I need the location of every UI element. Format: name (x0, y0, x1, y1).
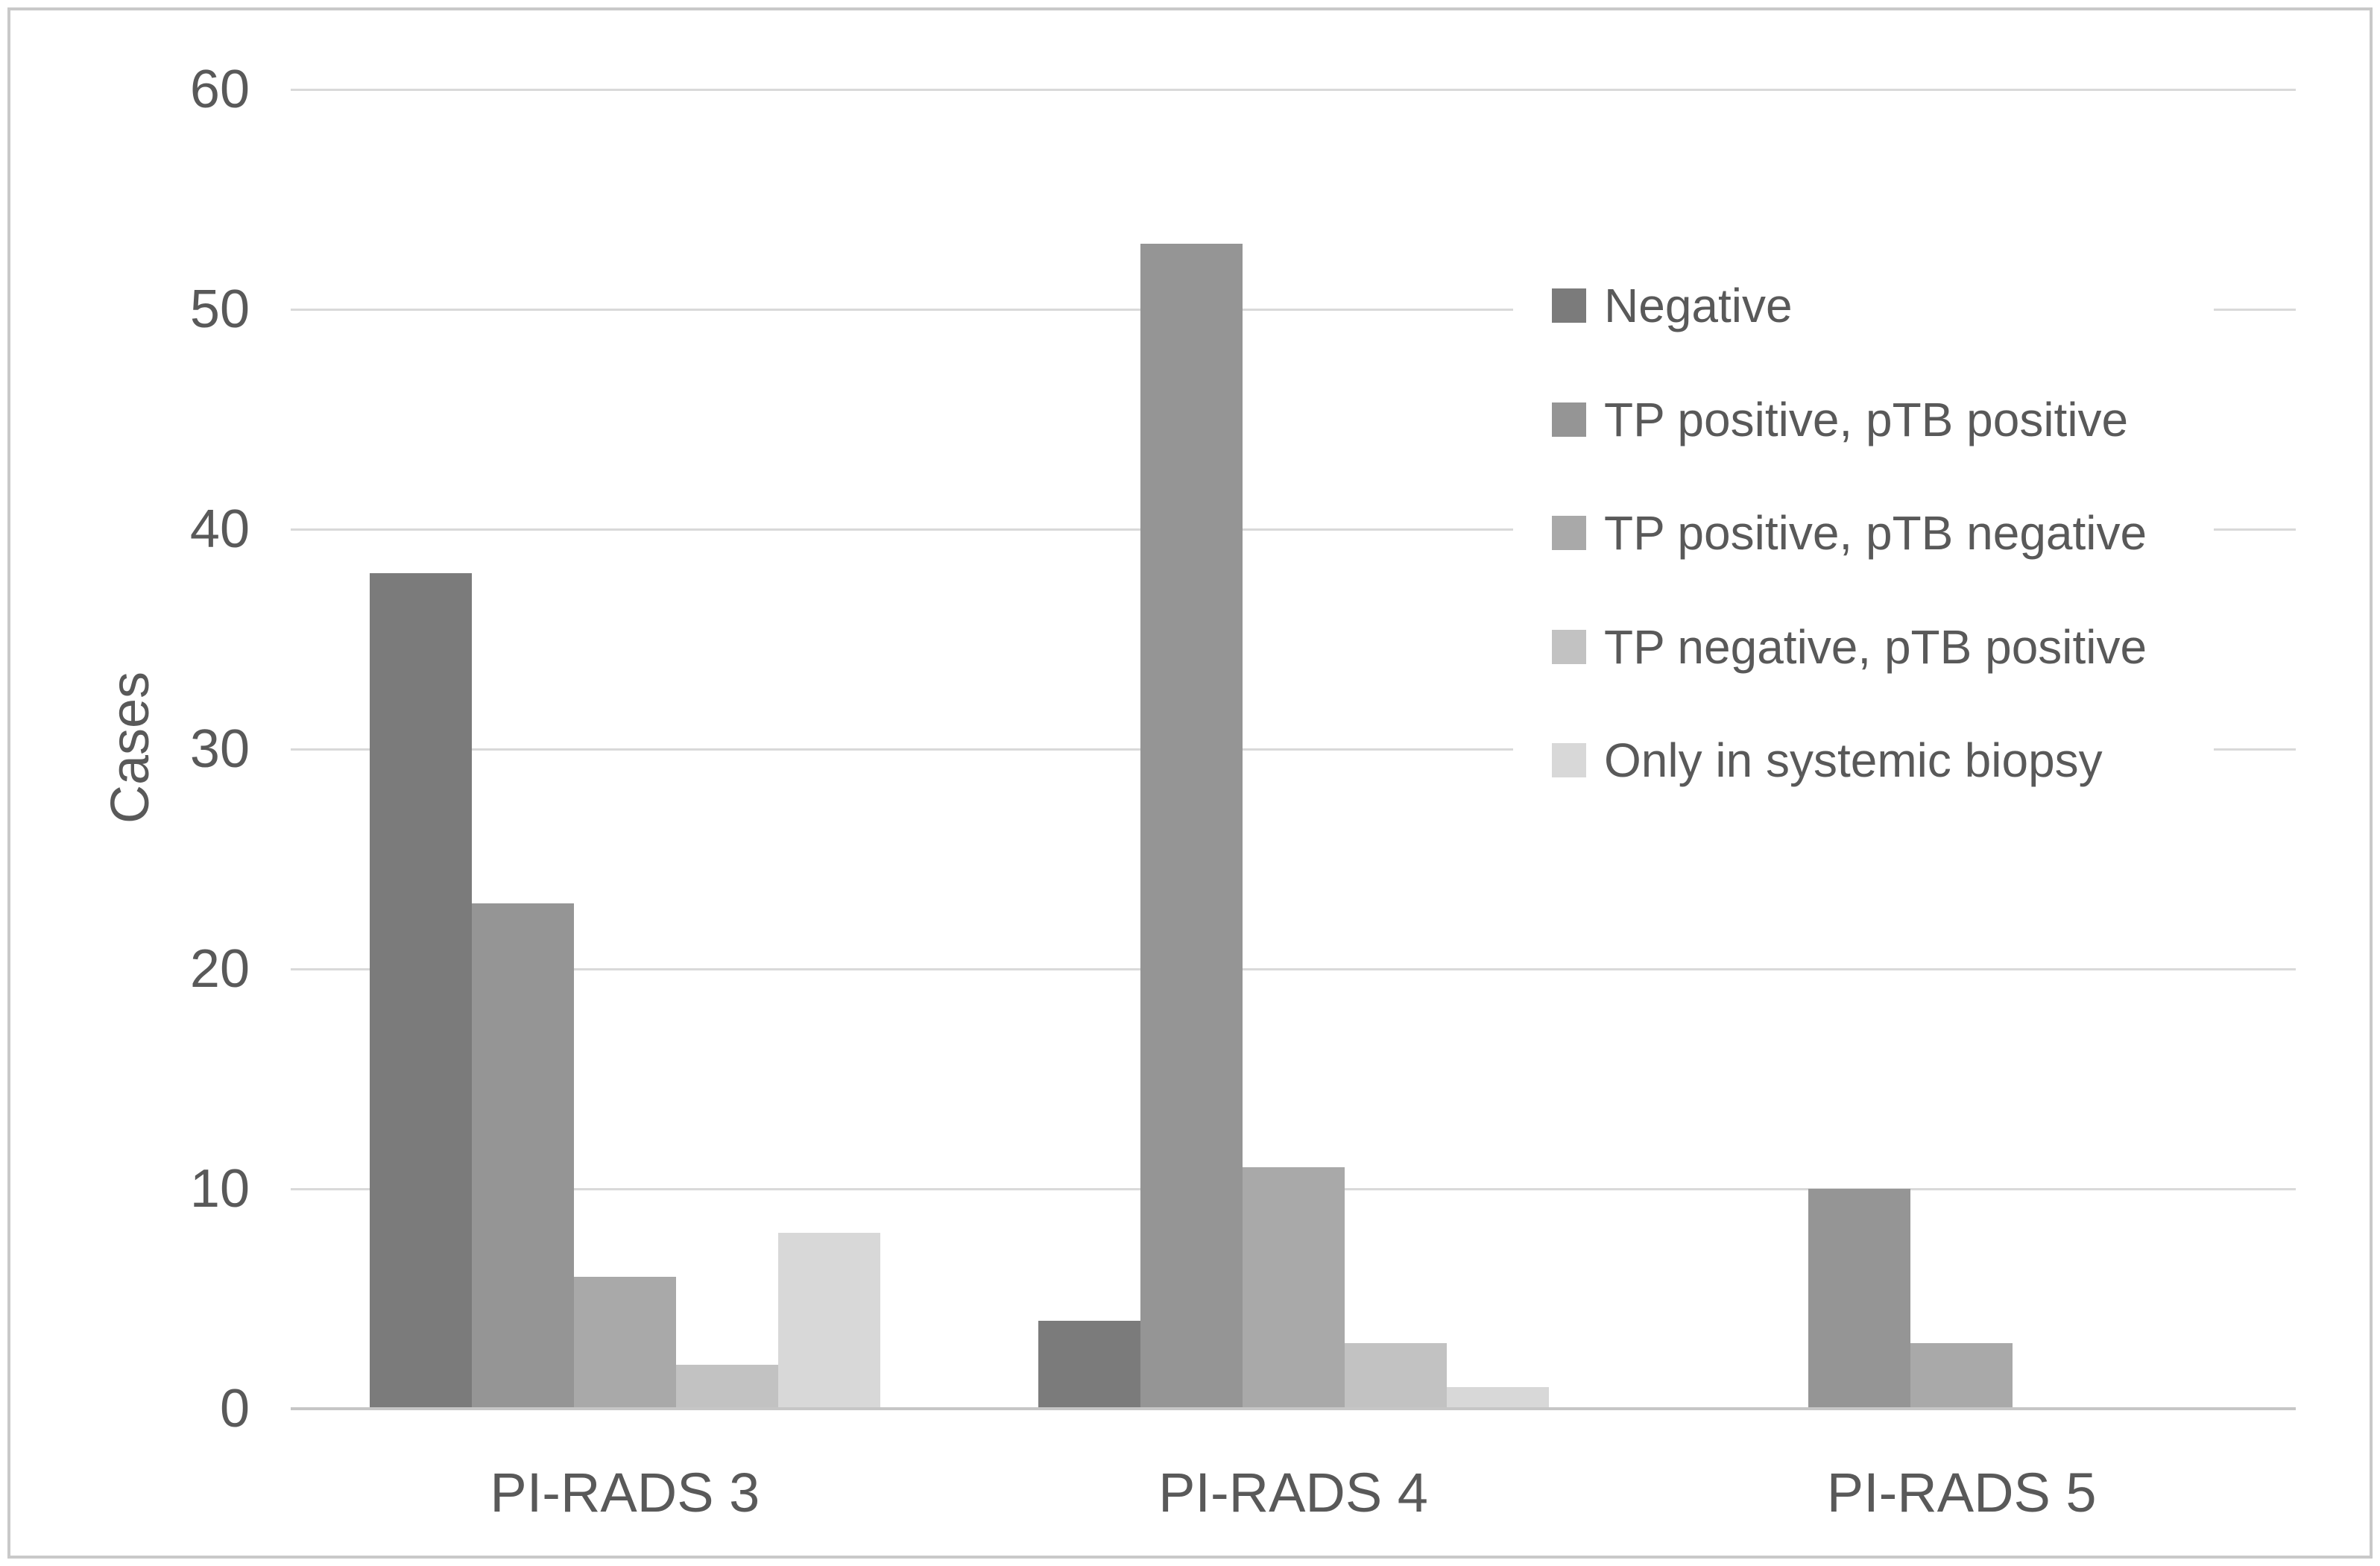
bar (1242, 1166, 1345, 1409)
legend-item: TP positive, pTB positive (1513, 379, 2214, 461)
y-tick-label: 0 (219, 1379, 250, 1439)
legend-item: TP positive, pTB negative (1513, 492, 2214, 574)
legend-swatch (1552, 402, 1586, 437)
legend-item: Only in systemic biopsy (1513, 719, 2214, 801)
legend-label: TP negative, pTB positive (1604, 619, 2147, 674)
x-axis-label: PI-RADS 5 (1826, 1462, 2097, 1524)
legend-item: TP negative, pTB positive (1513, 606, 2214, 688)
legend-swatch (1552, 516, 1586, 550)
bar (471, 903, 574, 1409)
y-tick-label: 50 (189, 280, 250, 339)
y-tick-label: 60 (189, 60, 250, 119)
chart-border (7, 7, 2373, 1559)
legend-label: Only in systemic biopsy (1604, 733, 2103, 787)
x-axis-line (291, 1407, 2296, 1410)
legend-swatch (1552, 743, 1586, 777)
bar (777, 1233, 880, 1409)
bar (675, 1365, 778, 1409)
legend-item: Negative (1513, 265, 2214, 347)
y-tick-label: 30 (189, 719, 250, 779)
bar (1140, 243, 1243, 1409)
x-axis-label: PI-RADS 3 (490, 1462, 760, 1524)
gridline (291, 308, 2296, 311)
bar (573, 1277, 676, 1409)
bar (1446, 1386, 1549, 1409)
bar (1038, 1321, 1140, 1409)
gridline (291, 528, 2296, 531)
legend: Negative TP positive, pTB positive TP posi… (1513, 265, 2214, 809)
gridline (291, 967, 2296, 970)
y-tick-label: 20 (189, 939, 250, 999)
gridline (291, 748, 2296, 751)
y-tick-label: 10 (189, 1159, 250, 1219)
legend-label: Negative (1604, 279, 1793, 332)
legend-swatch (1552, 288, 1586, 323)
legend-swatch (1552, 629, 1586, 664)
bar (369, 573, 472, 1409)
gridline (291, 88, 2296, 91)
bar (1910, 1342, 2013, 1409)
x-axis-label: PI-RADS 4 (1158, 1462, 1428, 1524)
legend-label: TP positive, pTB negative (1604, 506, 2147, 560)
bar (1808, 1189, 1911, 1409)
legend-label: TP positive, pTB positive (1604, 392, 2129, 446)
y-tick-label: 40 (189, 499, 250, 559)
bar (1344, 1342, 1447, 1409)
